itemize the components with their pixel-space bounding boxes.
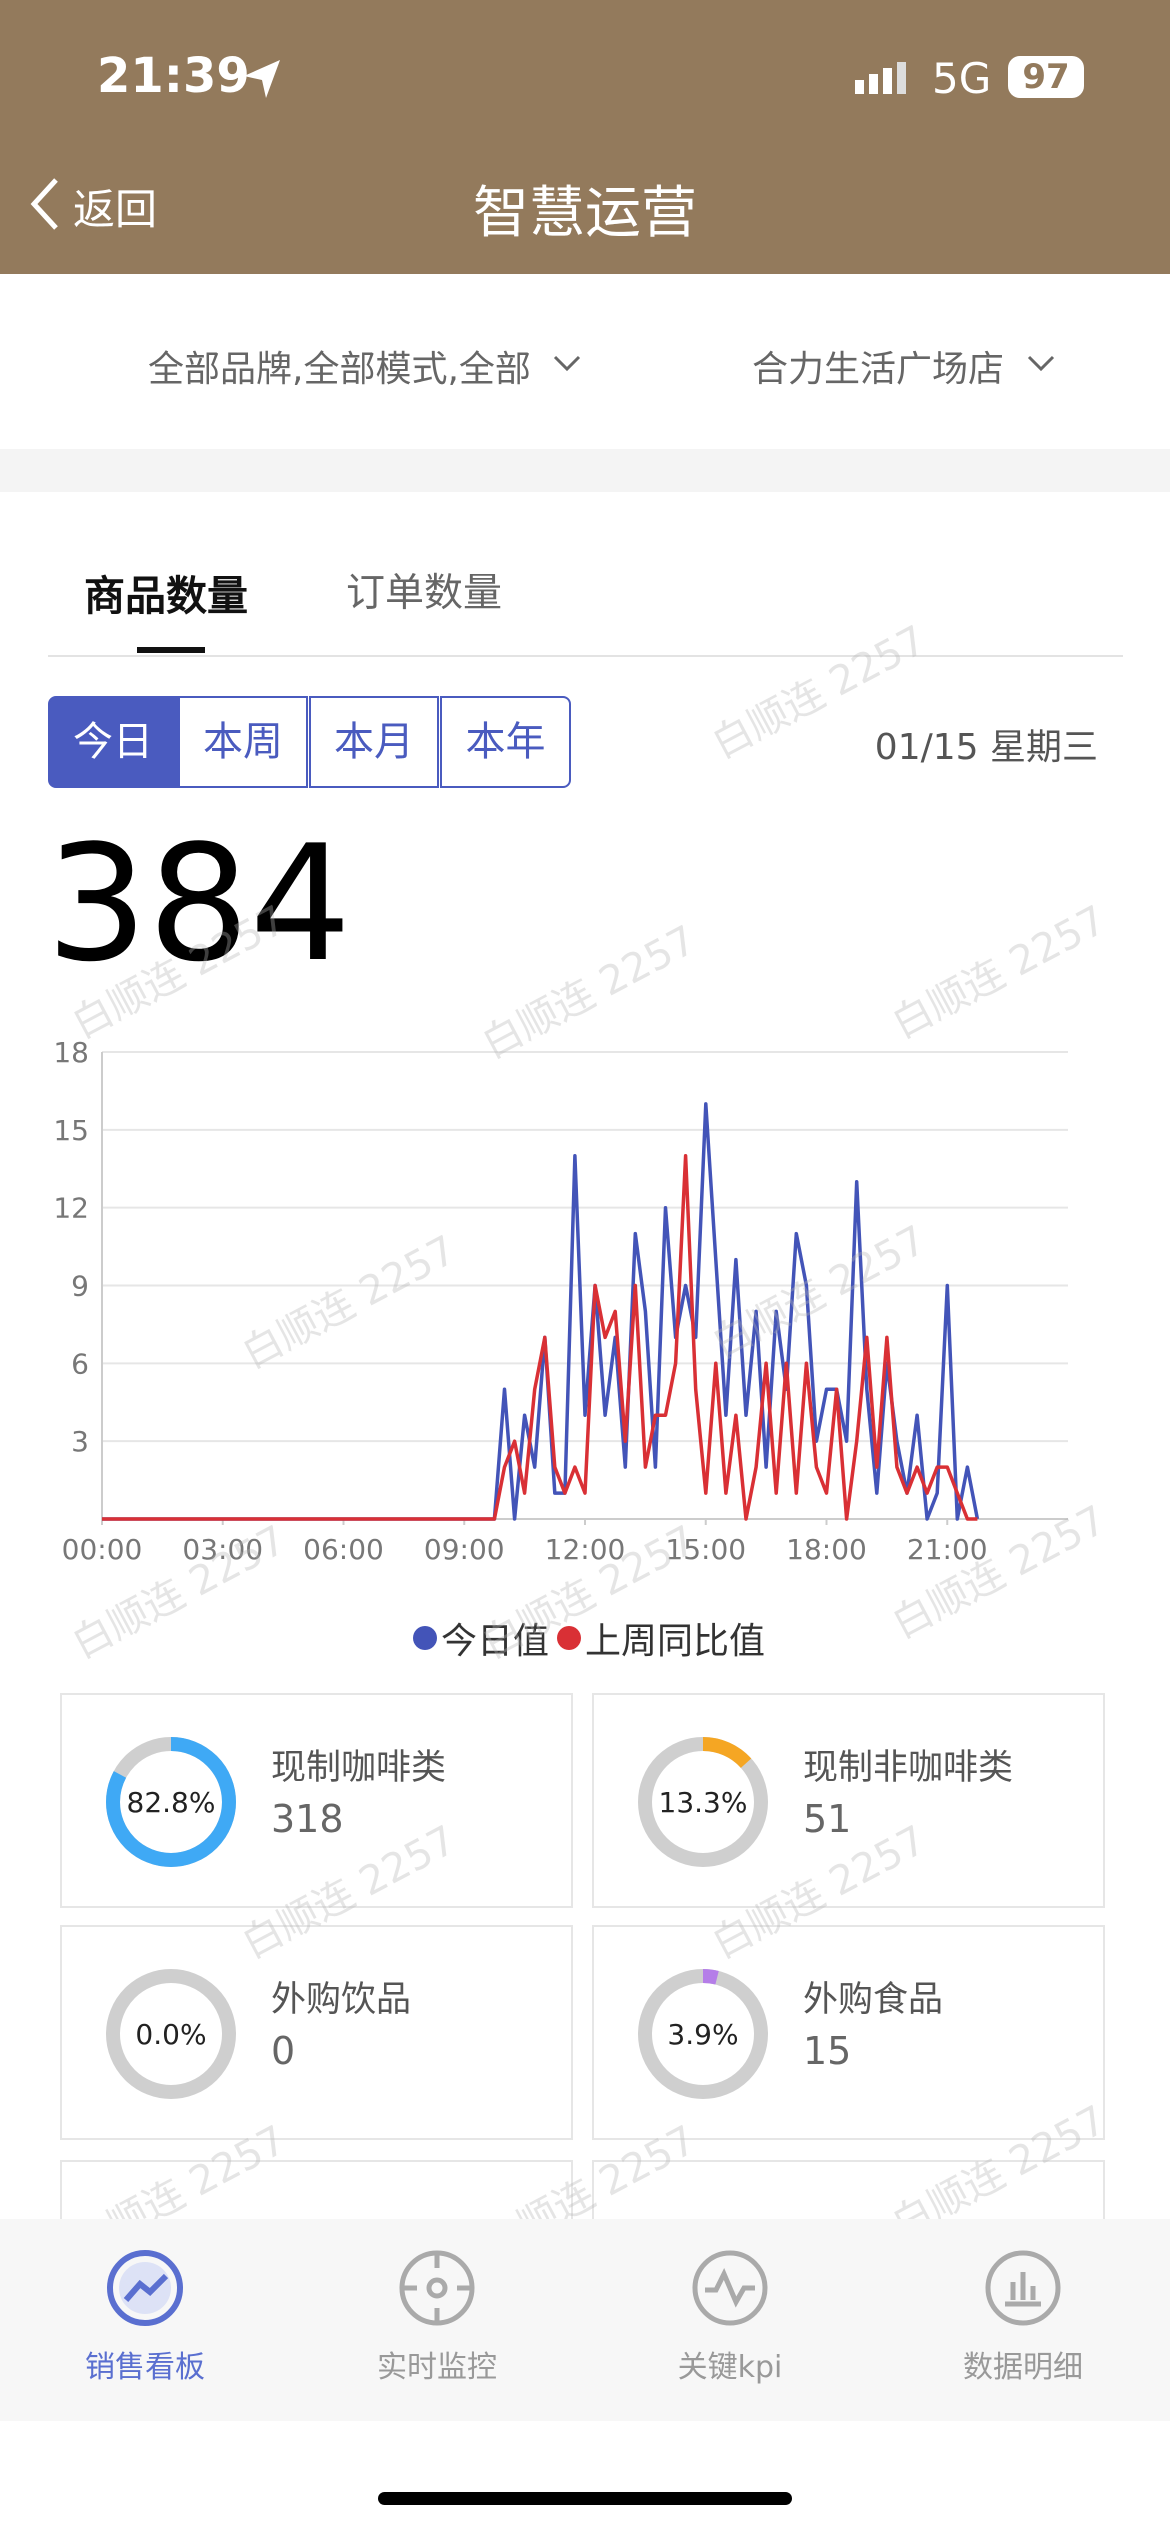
card: 0.0% 外购饮品 0	[60, 1925, 573, 2140]
tab-bar	[0, 2219, 1170, 2421]
donut-arc	[638, 1737, 768, 1867]
card-count: 0	[271, 2029, 296, 2073]
tab-label[interactable]: 实时监控	[377, 2350, 497, 2385]
period[interactable]: 本周	[178, 696, 308, 788]
icon-monitor	[399, 2250, 475, 2326]
y-tick-label: 9	[71, 1270, 89, 1303]
y-tick-label: 6	[71, 1347, 89, 1380]
x-tick-label: 21:00	[907, 1533, 988, 1566]
separator	[0, 449, 1170, 492]
tab-active[interactable]: 商品数量	[84, 572, 248, 620]
status-time: 21:39	[97, 48, 250, 104]
x-tick-label: 15:00	[665, 1533, 746, 1566]
divider	[48, 655, 1123, 657]
chevron	[553, 355, 581, 372]
back-button[interactable]: 返回	[73, 185, 158, 234]
donut: 0.0%	[106, 1969, 236, 2099]
home-indicator	[378, 2492, 792, 2505]
donut-label: 13.3%	[659, 1786, 748, 1819]
donut: 13.3%	[638, 1737, 768, 1867]
card-count: 15	[803, 2029, 852, 2073]
tab[interactable]: 订单数量	[346, 571, 503, 616]
x-tick-label: 06:00	[303, 1533, 384, 1566]
y-tick-label: 3	[71, 1425, 89, 1458]
card-label: 外购食品	[803, 1980, 944, 2020]
store-filter[interactable]: 合力生活广场店	[752, 349, 1005, 390]
icon-detail	[985, 2250, 1061, 2326]
total: 384	[46, 810, 352, 997]
card: 13.3% 现制非咖啡类 51	[592, 1693, 1105, 1908]
legend-label: 上周同比值	[585, 1621, 766, 1662]
series-line	[102, 1154, 978, 1521]
brand-filter[interactable]: 全部品牌,全部模式,全部	[148, 349, 531, 390]
donut-label: 3.9%	[667, 2018, 738, 2051]
card: 82.8% 现制咖啡类 318	[60, 1693, 573, 1908]
card: 3.9% 外购食品 15	[592, 1925, 1105, 2140]
donut: 3.9%	[638, 1969, 768, 2099]
tab-label[interactable]: 数据明细	[963, 2350, 1083, 2385]
donut-arc	[638, 1969, 768, 2099]
y-tick-label: 18	[53, 1036, 89, 1069]
chart: 3 6 9 12 15 18 00:00 03:00 06:00 09:00 12:00 15:00 1…	[53, 1036, 1068, 1566]
donut: 82.8%	[106, 1737, 236, 1867]
header	[0, 0, 1170, 274]
location-icon	[244, 60, 280, 98]
icon-kpi	[692, 2250, 768, 2326]
battery: 97	[1008, 56, 1084, 98]
donut-arc	[106, 1737, 236, 1867]
tab-label[interactable]: 关键kpi	[677, 2350, 783, 2385]
period[interactable]: 本月	[309, 696, 439, 788]
legend: 今日值 上周同比值	[0, 1612, 1170, 1664]
donut-track	[106, 1969, 236, 2099]
tab-label[interactable]: 销售看板	[85, 2350, 205, 2385]
card-label: 现制咖啡类	[271, 1748, 447, 1788]
card-count: 51	[803, 1797, 852, 1841]
network: 5G	[932, 54, 992, 103]
x-tick-label: 12:00	[545, 1533, 626, 1566]
legend-label: 今日值	[440, 1621, 549, 1662]
legend-dot	[557, 1626, 581, 1650]
donut-label: 82.8%	[127, 1786, 216, 1819]
donut-label: 0.0%	[135, 2018, 206, 2051]
date: 01/15 星期三	[874, 727, 1098, 768]
x-tick-label: 09:00	[424, 1533, 505, 1566]
card-count: 318	[271, 1797, 344, 1841]
tab-icons	[107, 2250, 1061, 2326]
card-label: 现制非咖啡类	[803, 1748, 1014, 1788]
period[interactable]: 本年	[440, 696, 571, 788]
y-tick-label: 15	[53, 1114, 89, 1147]
back-icon[interactable]	[26, 176, 66, 232]
card-label: 外购饮品	[271, 1980, 412, 2020]
series-line	[102, 1102, 980, 1521]
icon-sales	[107, 2250, 183, 2326]
legend-dot	[412, 1626, 437, 1650]
nav-title: 智慧运营	[473, 181, 697, 246]
signal-icon	[855, 62, 906, 94]
x-tick-label: 18:00	[786, 1533, 867, 1566]
tab-indicator	[137, 647, 205, 653]
y-tick-label: 12	[53, 1192, 89, 1225]
period-active[interactable]: 今日	[48, 696, 178, 788]
x-tick-label: 00:00	[62, 1533, 143, 1566]
x-tick-label: 03:00	[182, 1533, 263, 1566]
chevron	[1027, 355, 1055, 372]
